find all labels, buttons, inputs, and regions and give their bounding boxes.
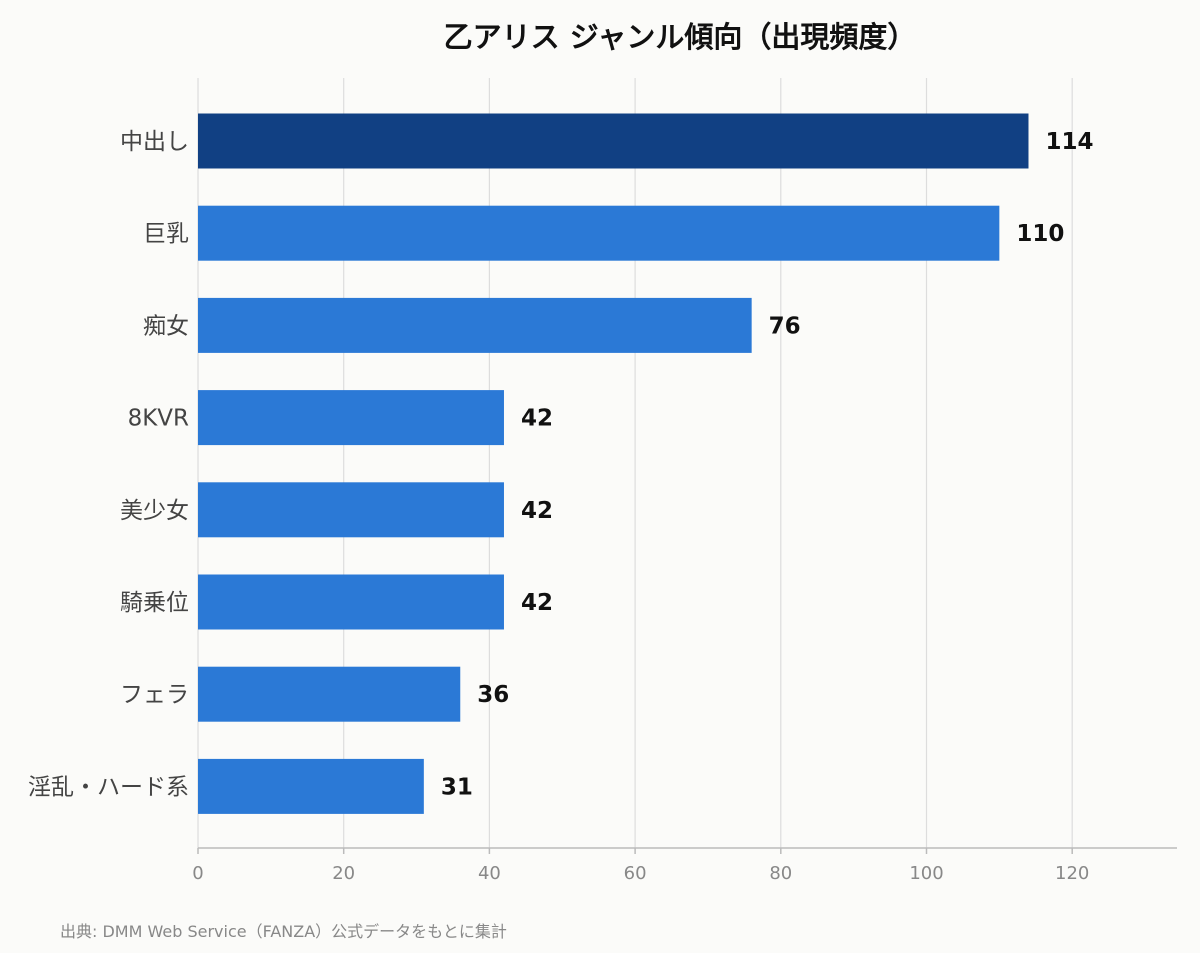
bar	[198, 574, 504, 630]
bar	[198, 758, 424, 814]
category-label: 美少女	[120, 498, 189, 524]
data-label: 114	[1045, 129, 1093, 155]
x-tick-label: 80	[769, 863, 792, 884]
data-label: 36	[477, 682, 509, 708]
data-label: 76	[769, 313, 801, 339]
x-tick-label: 60	[624, 863, 647, 884]
data-label: 42	[521, 498, 553, 524]
bars	[198, 113, 1029, 814]
bar	[198, 113, 1029, 169]
category-label: 淫乱・ハード系	[28, 774, 189, 800]
bar	[198, 482, 504, 538]
data-label: 110	[1016, 221, 1064, 247]
bar	[198, 205, 1000, 261]
data-label: 42	[521, 406, 553, 432]
x-tick-label: 100	[909, 863, 943, 884]
category-label: 騎乗位	[120, 590, 189, 616]
bar	[198, 297, 752, 353]
x-tick-label: 120	[1055, 863, 1089, 884]
bar	[198, 390, 504, 446]
category-label: 痴女	[143, 313, 189, 339]
category-label: 8KVR	[128, 406, 189, 432]
category-label: フェラ	[120, 682, 189, 708]
category-label: 中出し	[120, 129, 189, 155]
chart-title: 乙アリス ジャンル傾向（出現頻度）	[443, 20, 917, 54]
data-label: 31	[441, 774, 473, 800]
category-label: 巨乳	[143, 221, 189, 247]
grid-lines	[197, 78, 1073, 848]
x-tick-label: 20	[332, 863, 355, 884]
source-note: 出典: DMM Web Service（FANZA）公式データをもとに集計	[60, 922, 507, 941]
labels: 中出し 114 巨乳 110 痴女 76 8KVR 42 美少女 42 騎乗位 42 フェラ 36 淫乱・ハ…	[28, 129, 1094, 800]
x-axis: 0 20 40 60 80 100 120	[192, 847, 1177, 884]
x-tick-label: 40	[478, 863, 501, 884]
bar	[198, 666, 461, 722]
x-tick-label: 0	[192, 863, 203, 884]
data-label: 42	[521, 590, 553, 616]
